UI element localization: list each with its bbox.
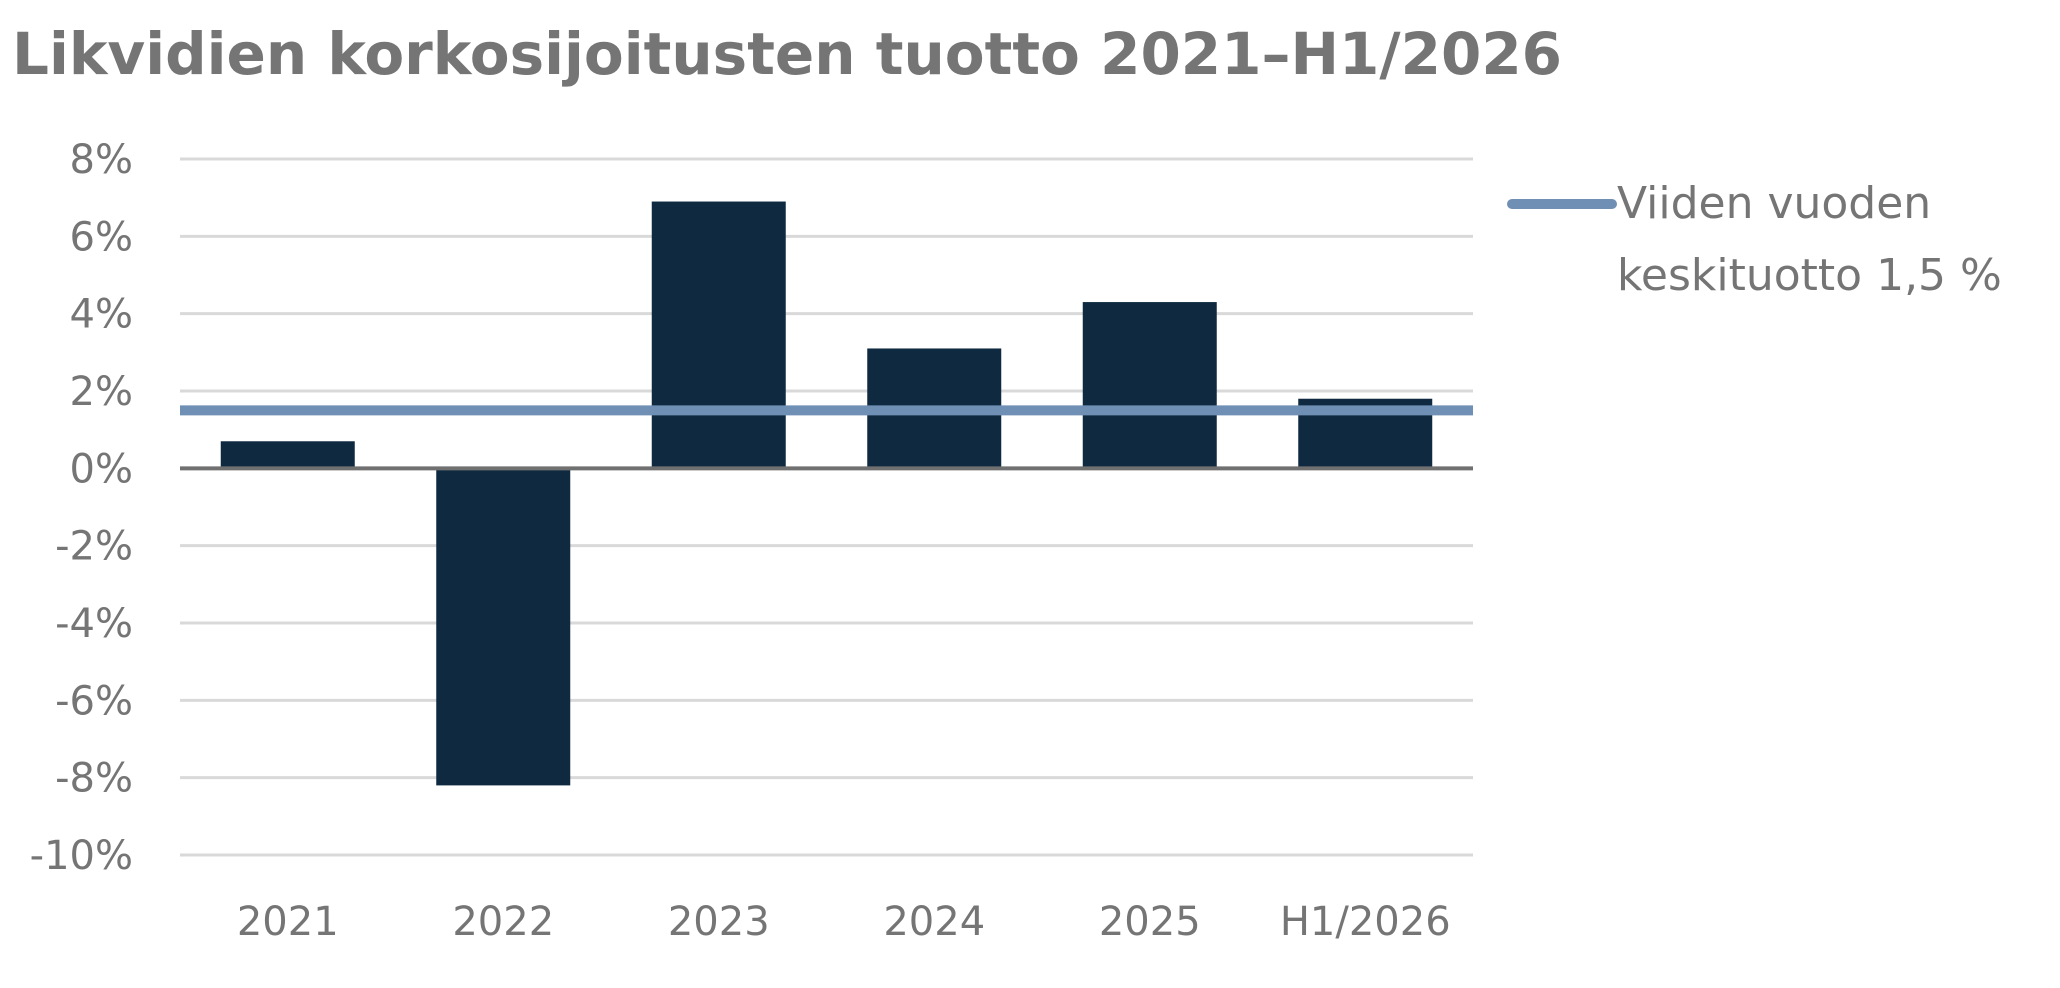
y-tick-label: 4%	[70, 292, 133, 338]
bar	[651, 201, 786, 469]
x-category-label: 2023	[668, 899, 770, 945]
y-tick-label: 0%	[70, 446, 133, 492]
y-tick-label: -10%	[30, 833, 133, 879]
legend-label-line-2: keskituotto 1,5 %	[1617, 250, 2002, 301]
y-tick-label: -4%	[55, 601, 133, 647]
x-category-label: 2024	[883, 899, 985, 945]
y-tick-label: -2%	[55, 524, 133, 570]
bar	[436, 468, 571, 786]
y-tick-label: -8%	[55, 756, 133, 802]
x-category-label: 2022	[452, 899, 554, 945]
x-category-label: 2025	[1099, 899, 1201, 945]
y-tick-label: -6%	[55, 678, 133, 724]
gridlines	[180, 157, 1473, 857]
y-tick-label: 2%	[70, 369, 133, 415]
y-tick-label: 6%	[70, 214, 133, 260]
bars	[220, 201, 1433, 786]
chart-title: Likvidien korkosijoitusten tuotto 2021–H…	[12, 20, 1562, 88]
legend: Viiden vuoden keskituotto 1,5 %	[1507, 178, 2002, 301]
bar	[1082, 302, 1217, 469]
x-category-label: 2021	[237, 899, 339, 945]
x-axis-categories: 2021 2022 2023 2024 2025 H1/2026	[237, 899, 1451, 945]
y-axis-ticks: 8% 6% 4% 2% 0% -2% -4% -6% -8% -10%	[30, 137, 133, 879]
bar	[220, 441, 355, 469]
y-tick-label: 8%	[70, 137, 133, 183]
legend-label-line-1: Viiden vuoden	[1617, 178, 1931, 229]
x-category-label: H1/2026	[1280, 899, 1451, 945]
